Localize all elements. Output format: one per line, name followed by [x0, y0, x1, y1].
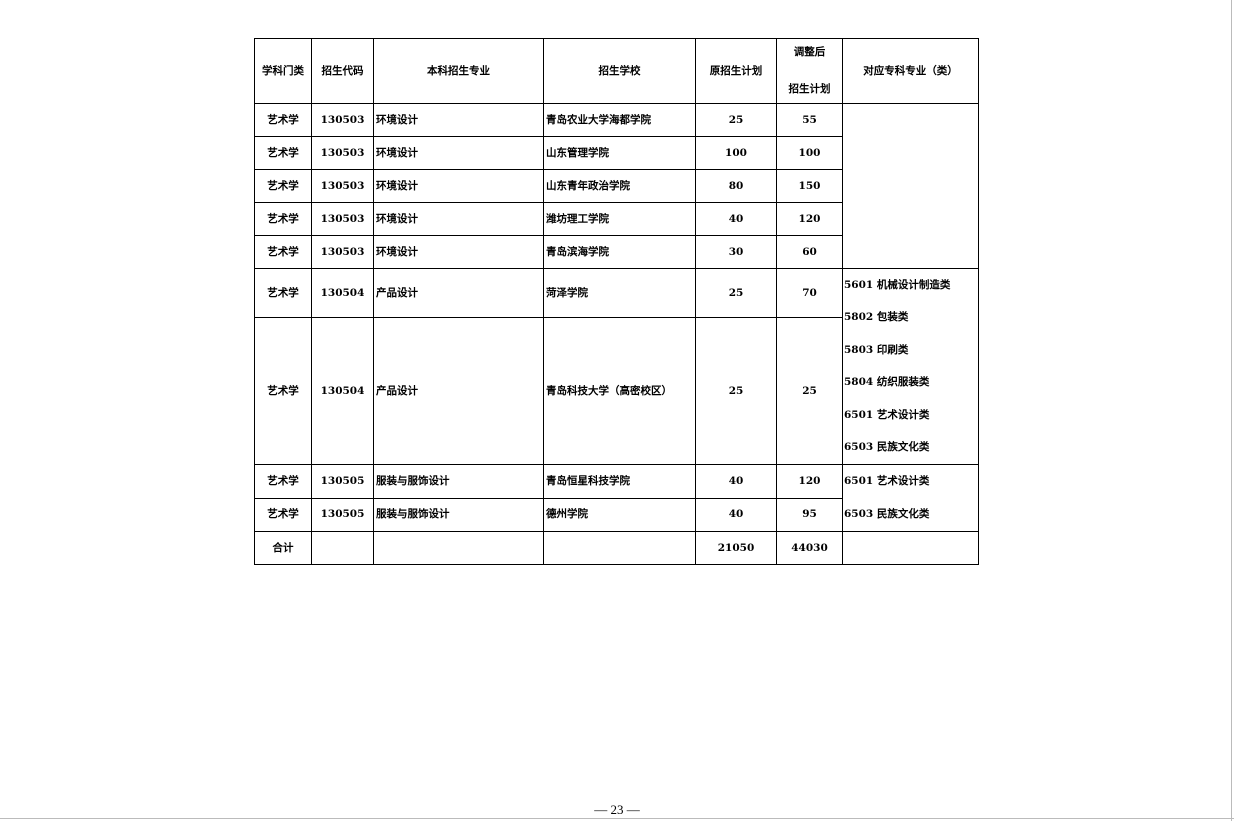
original-cell: 25 [695, 317, 777, 465]
related-majors-cell: 6501 艺术设计类 6503 民族文化类 [842, 464, 979, 532]
school-cell: 山东管理学院 [543, 136, 696, 170]
school-cell: 青岛农业大学海都学院 [543, 103, 696, 137]
header-cell: 原招生计划 [695, 38, 777, 104]
related-major: 5802 包装类 [844, 311, 909, 324]
original-cell: 25 [695, 267, 777, 319]
code-cell: 130503 [311, 169, 374, 203]
related-major: 6503 民族文化类 [844, 508, 930, 521]
code-cell: 130503 [311, 235, 374, 269]
adjusted-cell: 95 [776, 497, 843, 532]
related-major: 6503 民族文化类 [844, 441, 930, 454]
major-cell: 环境设计 [373, 136, 544, 170]
total-row: 合计 21050 44030 [254, 531, 979, 565]
enrollment-table: 学科门类 招生代码 本科招生专业 招生学校 原招生计划 调整后招生计划 对应专科… [254, 38, 979, 565]
table-row: 艺术学 130505 服装与服饰设计 青岛恒星科技学院 40 120 6501 艺术设计类 6… [254, 464, 979, 532]
adjusted-cell: 25 [776, 317, 843, 465]
total-cell: 合计 [254, 531, 312, 565]
category-cell: 艺术学 [254, 464, 312, 499]
category-cell: 艺术学 [254, 267, 312, 319]
related-major: 6501 艺术设计类 [844, 408, 930, 421]
school-cell: 青岛滨海学院 [543, 235, 696, 269]
related-major: 5601 机械设计制造类 [844, 278, 951, 291]
table-header-row: 学科门类 招生代码 本科招生专业 招生学校 原招生计划 调整后招生计划 对应专科… [254, 38, 979, 104]
related-majors-cell [842, 103, 979, 269]
table-row: 艺术学 130503 环境设计 山东青年政治学院 80 150 [254, 169, 979, 203]
related-major: 5803 印刷类 [844, 343, 909, 356]
table-row: 艺术学 130503 环境设计 山东管理学院 100 100 [254, 136, 979, 170]
major-cell: 环境设计 [373, 235, 544, 269]
table-row: 艺术学 130503 环境设计 青岛农业大学海都学院 25 55 [254, 103, 979, 269]
total-cell: 21050 [695, 531, 777, 565]
code-cell: 130503 [311, 136, 374, 170]
category-cell: 艺术学 [254, 497, 312, 532]
original-cell: 40 [695, 497, 777, 532]
category-cell: 艺术学 [254, 136, 312, 170]
major-cell: 服装与服饰设计 [373, 497, 544, 532]
header-cell: 对应专科专业（类） [842, 38, 979, 104]
header-cell: 学科门类 [254, 38, 312, 104]
major-cell: 环境设计 [373, 169, 544, 203]
page-edge [0, 818, 1234, 819]
category-cell: 艺术学 [254, 235, 312, 269]
adjusted-cell: 150 [776, 169, 843, 203]
original-cell: 80 [695, 169, 777, 203]
adjusted-cell: 100 [776, 136, 843, 170]
table-row: 艺术学 130504 产品设计 菏泽学院 25 70 5601 机械设计制造类 5802 包装… [254, 267, 979, 465]
total-cell [311, 531, 374, 565]
school-cell: 山东青年政治学院 [543, 169, 696, 203]
original-cell: 40 [695, 464, 777, 499]
total-cell [842, 531, 979, 565]
header-cell: 招生学校 [543, 38, 696, 104]
table-row: 艺术学 130503 环境设计 潍坊理工学院 40 120 [254, 202, 979, 236]
adjusted-cell: 70 [776, 267, 843, 319]
total-cell [543, 531, 696, 565]
header-cell: 招生代码 [311, 38, 374, 104]
code-cell: 130505 [311, 497, 374, 532]
adjusted-cell: 60 [776, 235, 843, 269]
major-cell: 环境设计 [373, 202, 544, 236]
adjusted-cell: 120 [776, 464, 843, 499]
category-cell: 艺术学 [254, 169, 312, 203]
school-cell: 德州学院 [543, 497, 696, 532]
code-cell: 130505 [311, 464, 374, 499]
school-cell: 菏泽学院 [543, 267, 696, 319]
school-cell: 潍坊理工学院 [543, 202, 696, 236]
category-cell: 艺术学 [254, 317, 312, 465]
school-cell: 青岛科技大学（高密校区） [543, 317, 696, 465]
code-cell: 130503 [311, 103, 374, 137]
major-cell: 环境设计 [373, 103, 544, 137]
category-cell: 艺术学 [254, 202, 312, 236]
related-major: 5804 纺织服装类 [844, 376, 930, 389]
related-majors-cell: 5601 机械设计制造类 5802 包装类 5803 印刷类 5804 纺织服装类 65… [842, 268, 979, 465]
header-cell: 本科招生专业 [373, 38, 544, 104]
code-cell: 130504 [311, 317, 374, 465]
related-major: 6501 艺术设计类 [844, 475, 930, 488]
major-cell: 产品设计 [373, 267, 544, 319]
header-line: 招生计划 [788, 83, 831, 96]
original-cell: 100 [695, 136, 777, 170]
header-cell: 调整后 招生计划 [776, 38, 843, 104]
adjusted-cell: 55 [776, 103, 843, 137]
original-cell: 40 [695, 202, 777, 236]
major-cell: 产品设计 [373, 317, 544, 465]
adjusted-cell: 120 [776, 202, 843, 236]
table-row: 艺术学 130504 产品设计 青岛科技大学（高密校区） 25 25 [254, 317, 979, 465]
total-cell: 44030 [776, 531, 843, 565]
total-cell [373, 531, 544, 565]
code-cell: 130504 [311, 267, 374, 319]
table-row: 艺术学 130503 环境设计 青岛滨海学院 30 60 [254, 235, 979, 269]
original-cell: 25 [695, 103, 777, 137]
original-cell: 30 [695, 235, 777, 269]
code-cell: 130503 [311, 202, 374, 236]
major-cell: 服装与服饰设计 [373, 464, 544, 499]
page-edge [1231, 0, 1232, 821]
page-number: — 23 — [594, 802, 640, 817]
category-cell: 艺术学 [254, 103, 312, 137]
header-line: 调整后 [793, 46, 826, 58]
school-cell: 青岛恒星科技学院 [543, 464, 696, 499]
